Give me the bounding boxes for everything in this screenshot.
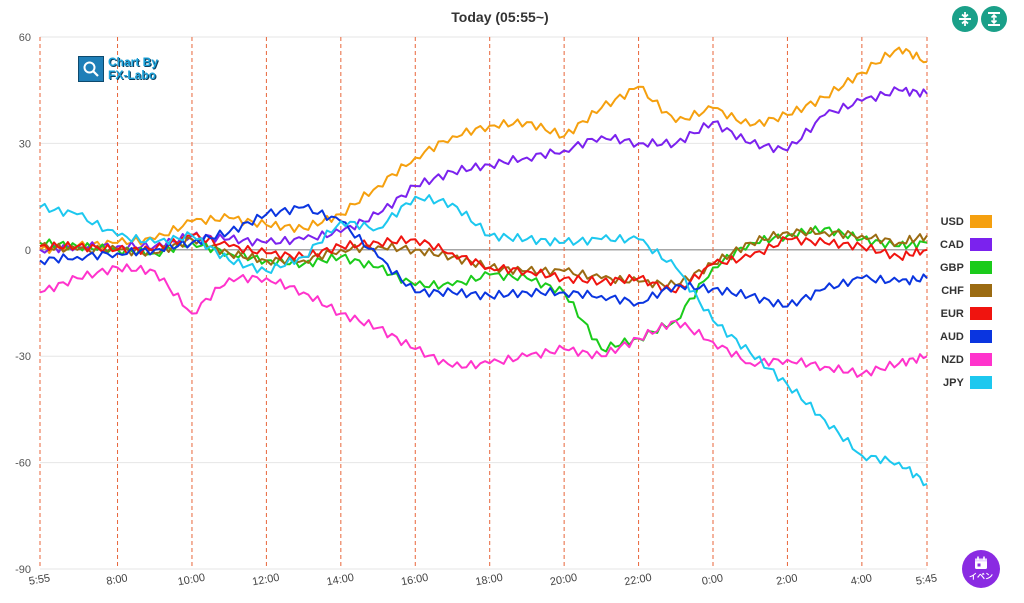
chart-legend: USD CAD GBP CHF EUR AUD NZD JPY <box>940 210 992 394</box>
legend-label: USD <box>940 215 964 228</box>
x-tick-label: 16:00 <box>400 572 429 589</box>
magnifier-logo-icon <box>78 56 104 82</box>
x-tick-label: 4:00 <box>850 572 873 588</box>
logo-line-1: Chart By <box>108 55 159 69</box>
series-line-aud <box>39 203 928 308</box>
y-tick-label: -30 <box>15 351 31 363</box>
legend-label: JPY <box>943 376 964 389</box>
legend-swatch <box>969 215 992 228</box>
legend-label: NZD <box>941 353 964 366</box>
legend-label: CAD <box>940 238 964 251</box>
series-line-jpy <box>39 194 928 487</box>
legend-label: CHF <box>941 284 964 297</box>
fit-vertical-button[interactable] <box>952 6 978 32</box>
y-tick-label: -90 <box>15 564 31 576</box>
event-button-label: イベン <box>969 572 993 581</box>
legend-item-cad[interactable]: CAD <box>940 233 992 256</box>
x-tick-label: 22:00 <box>623 572 652 589</box>
legend-swatch <box>969 284 992 297</box>
event-button[interactable]: イベン <box>962 550 1000 588</box>
x-tick-label: 10:00 <box>177 572 206 589</box>
legend-label: AUD <box>940 330 964 343</box>
x-tick-label: 20:00 <box>549 572 578 589</box>
x-tick-label: 2:00 <box>775 572 798 588</box>
legend-swatch <box>969 353 992 366</box>
fx-labo-logo: Chart By FX-Labo <box>78 56 158 82</box>
legend-swatch <box>969 238 992 251</box>
y-tick-label: 60 <box>19 32 31 44</box>
y-tick-label: 0 <box>25 245 31 257</box>
legend-swatch <box>969 261 992 274</box>
x-tick-label: 18:00 <box>475 572 504 589</box>
legend-swatch <box>969 376 992 389</box>
x-tick-label: 5:55 <box>28 572 51 588</box>
x-tick-label: 12:00 <box>251 572 280 589</box>
split-vertical-icon <box>959 12 971 26</box>
y-tick-label: -60 <box>15 458 31 470</box>
legend-label: EUR <box>940 307 964 320</box>
legend-item-gbp[interactable]: GBP <box>940 256 992 279</box>
logo-line-2: FX-Labo <box>108 68 156 82</box>
legend-item-eur[interactable]: EUR <box>940 302 992 325</box>
legend-label: GBP <box>940 261 964 274</box>
legend-item-chf[interactable]: CHF <box>940 279 992 302</box>
legend-item-jpy[interactable]: JPY <box>940 371 992 394</box>
x-tick-label: 5:45 <box>915 572 938 588</box>
legend-item-usd[interactable]: USD <box>940 210 992 233</box>
legend-swatch <box>969 307 992 320</box>
series-line-nzd <box>39 263 928 378</box>
legend-item-aud[interactable]: AUD <box>940 325 992 348</box>
expand-vertical-button[interactable] <box>981 6 1007 32</box>
x-tick-label: 14:00 <box>326 572 355 589</box>
y-tick-label: 30 <box>19 138 31 150</box>
calendar-icon <box>975 556 987 569</box>
legend-swatch <box>969 330 992 343</box>
x-tick-label: 0:00 <box>701 572 724 588</box>
series-line-usd <box>39 46 928 255</box>
legend-item-nzd[interactable]: NZD <box>940 348 992 371</box>
expand-vertical-icon <box>988 12 1000 26</box>
chart-title: Today (05:55~) <box>451 9 549 25</box>
x-tick-label: 8:00 <box>105 572 128 588</box>
